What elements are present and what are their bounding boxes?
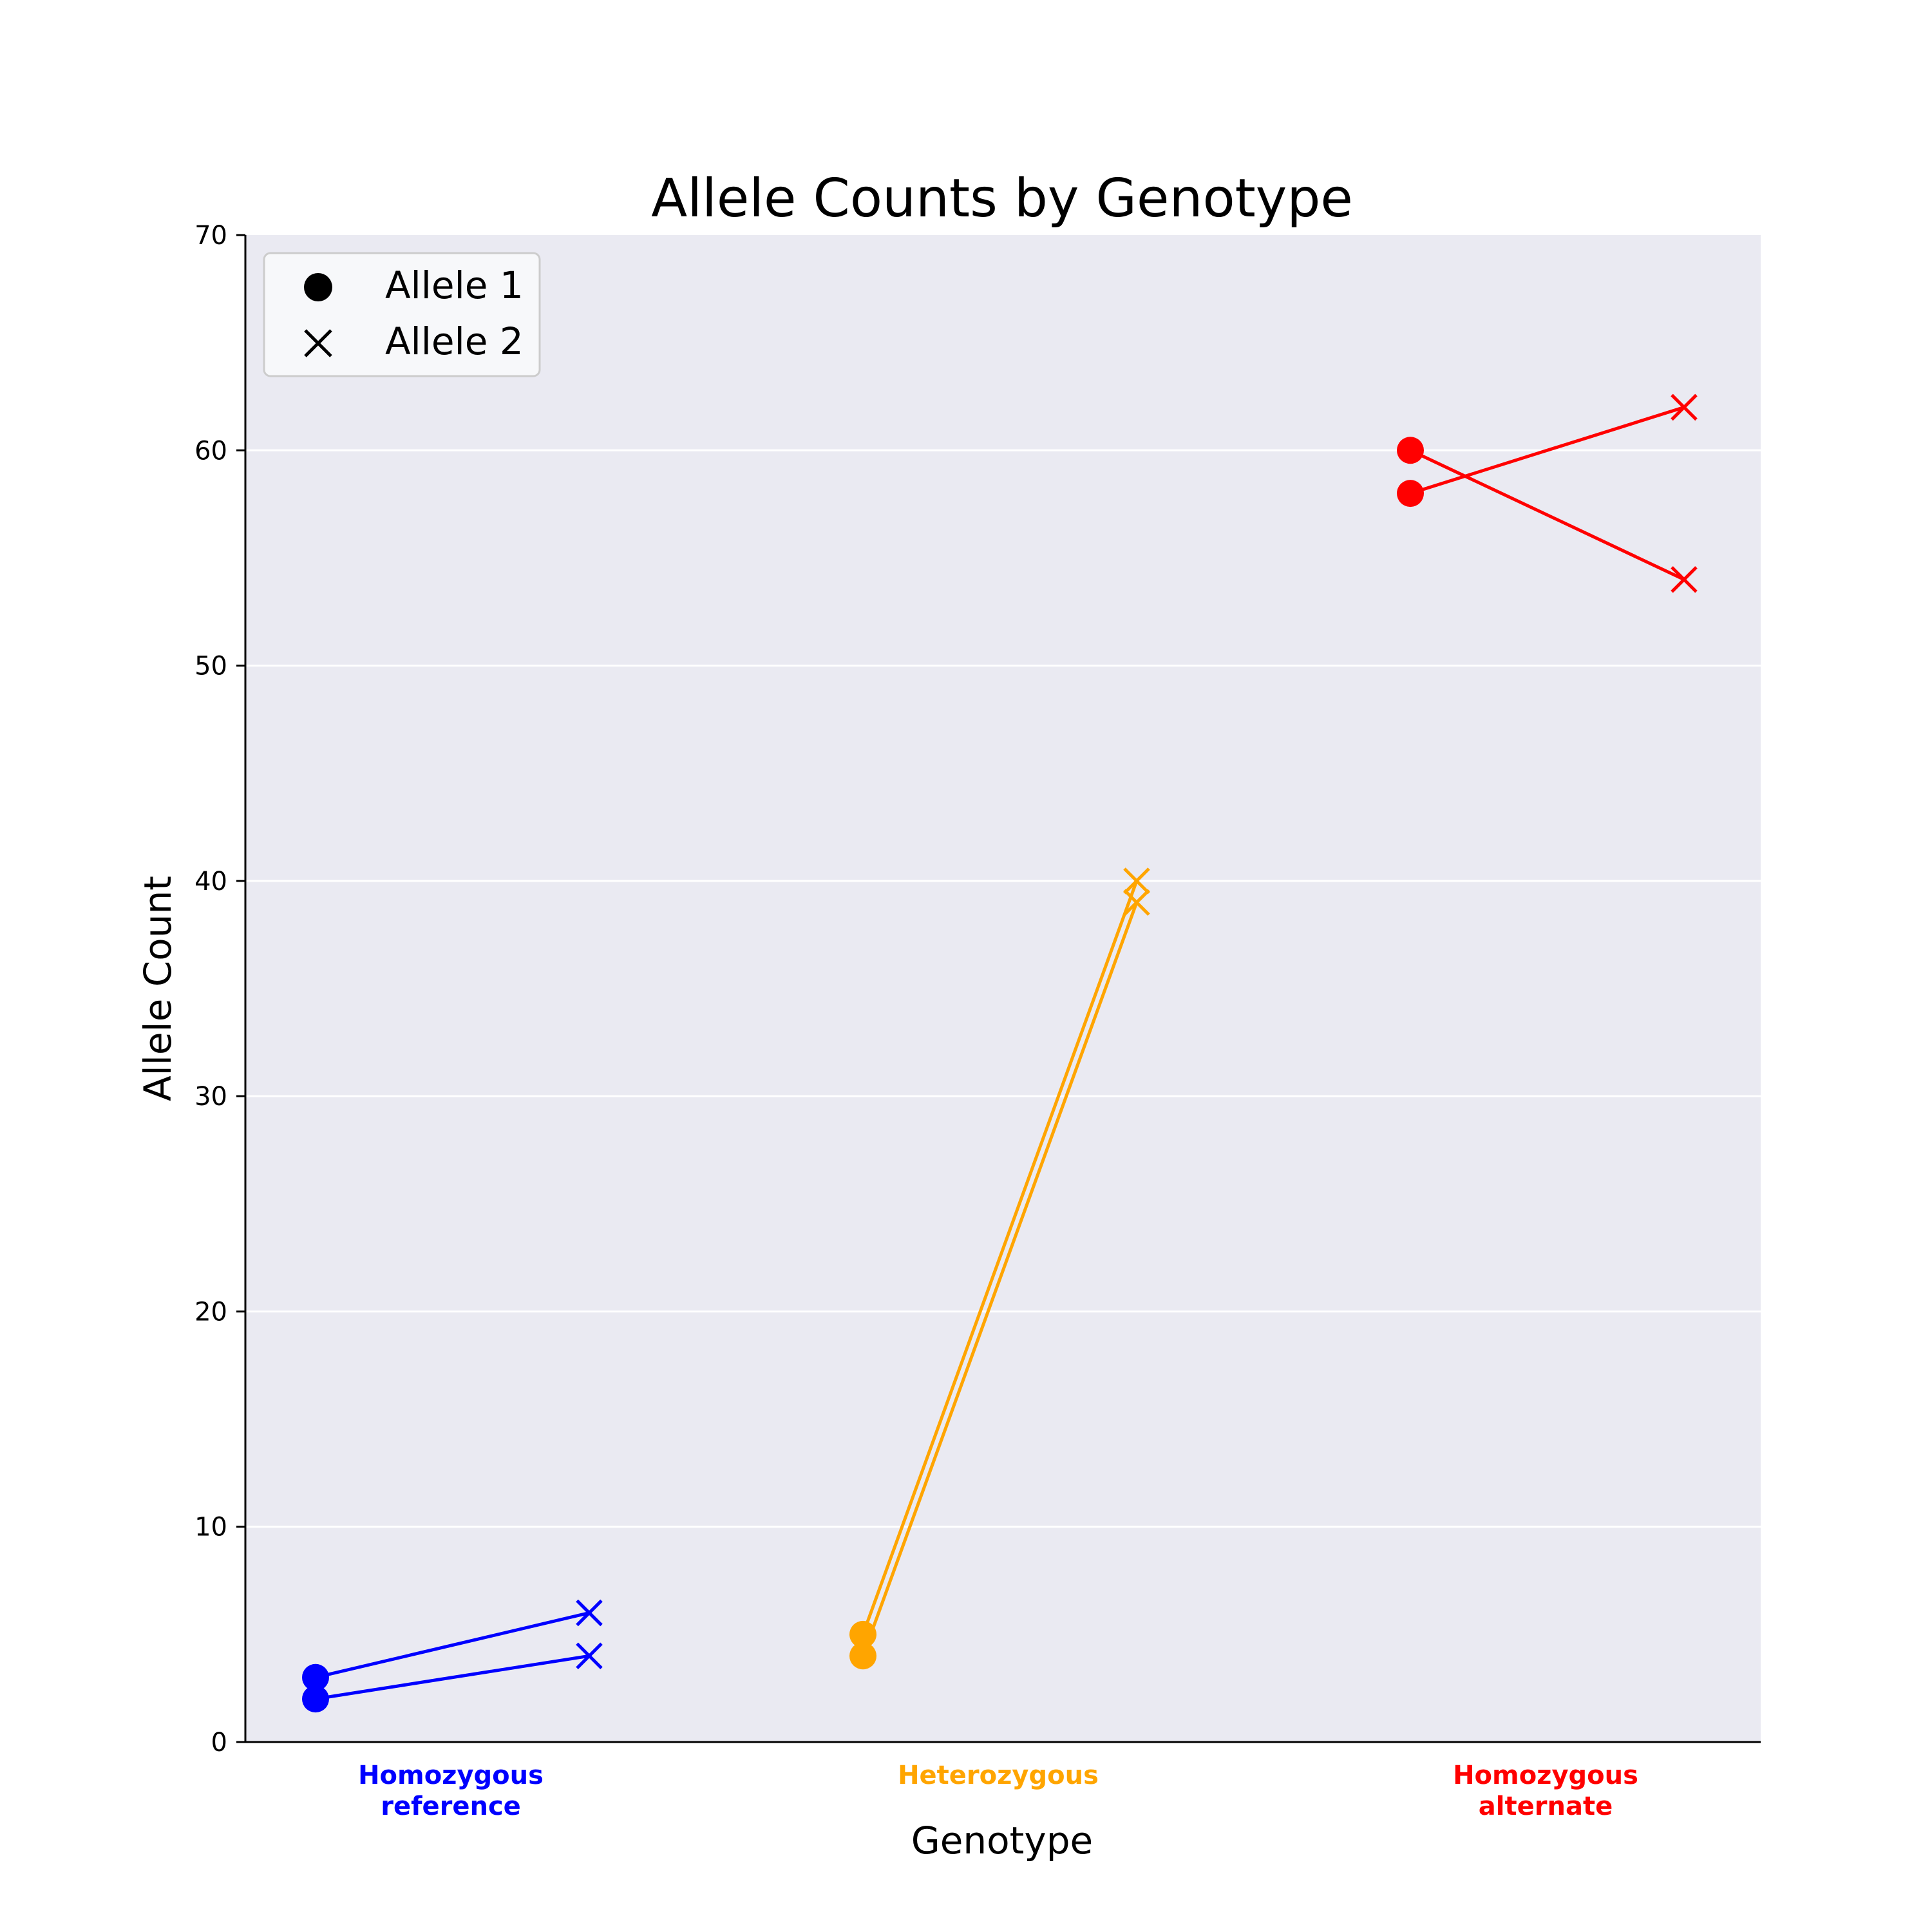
- category-label-0-line-1: reference: [381, 1792, 521, 1821]
- plot-area: [245, 235, 1761, 1742]
- chart-title: Allele Counts by Genotype: [651, 168, 1353, 229]
- x-axis-label: Genotype: [911, 1819, 1093, 1862]
- allele-2-point-0: [576, 1599, 603, 1627]
- y-tick-label-40: 40: [194, 867, 227, 896]
- legend-markers: [304, 273, 332, 357]
- allele-2-point-4-stroke-b: [1671, 566, 1698, 593]
- legend-label-allele-1: Allele 1: [385, 263, 524, 307]
- y-tick-label-0: 0: [211, 1728, 227, 1757]
- allele-2-point-1-stroke-b: [576, 1642, 603, 1670]
- y-tick-label-10: 10: [194, 1513, 227, 1542]
- allele-2-point-1: [576, 1642, 603, 1670]
- allele-2-point-3: [1123, 889, 1150, 916]
- allele-2-point-2-stroke-b: [1123, 867, 1150, 895]
- allele-2-point-5: [1671, 393, 1698, 421]
- y-tick-label-60: 60: [194, 436, 227, 466]
- y-tick-label-70: 70: [194, 221, 227, 251]
- allele-1-point-1: [302, 1685, 329, 1713]
- allele-1-point-4: [1397, 437, 1424, 464]
- category-label-0: Homozygous reference: [358, 1761, 544, 1821]
- legend-marker-allele-2: [304, 329, 332, 357]
- grid-lines: [245, 449, 1761, 1528]
- data-lines: [315, 406, 1685, 1701]
- legend-marker-allele-2-stroke-b: [304, 329, 332, 357]
- allele-1-point-0: [302, 1663, 329, 1691]
- legend-label-allele-2: Allele 2: [385, 319, 524, 363]
- category-label-1: Heterozygous: [898, 1761, 1099, 1790]
- allele-2-point-2: [1123, 867, 1150, 895]
- pair-line-4: [1409, 449, 1685, 582]
- y-tick-label-50: 50: [194, 652, 227, 681]
- pair-line-1: [315, 1654, 590, 1701]
- data-markers: [302, 393, 1698, 1713]
- axes: [236, 234, 1761, 1743]
- y-tick-label-20: 20: [194, 1297, 227, 1327]
- pair-line-3: [861, 902, 1139, 1657]
- category-label-2-line-0: Homozygous: [1453, 1761, 1638, 1790]
- pair-line-5: [1410, 406, 1685, 495]
- category-label-0-line-0: Homozygous: [358, 1761, 544, 1790]
- allele-2-point-0-stroke-b: [576, 1599, 603, 1627]
- legend-marker-allele-1: [304, 273, 332, 301]
- pair-line-0: [315, 1611, 590, 1680]
- y-axis-label: Allele Count: [136, 876, 180, 1101]
- category-label-2-line-1: alternate: [1479, 1792, 1613, 1821]
- category-label-2: Homozygous alternate: [1453, 1761, 1638, 1821]
- allele-1-point-3: [849, 1642, 876, 1670]
- legend: Allele 1 Allele 2: [263, 252, 541, 377]
- y-tick-label-30: 30: [194, 1082, 227, 1112]
- legend-box: [263, 252, 541, 377]
- allele-2-point-4: [1671, 566, 1698, 593]
- category-label-1-line-0: Heterozygous: [898, 1761, 1099, 1790]
- pair-line-2: [861, 880, 1139, 1635]
- allele-2-point-5-stroke-b: [1671, 393, 1698, 421]
- allele-1-point-5: [1397, 480, 1424, 507]
- allele-2-point-3-stroke-b: [1123, 889, 1150, 916]
- allele-1-point-2: [849, 1620, 876, 1648]
- tick-labels: 0 10 20 30 40 50 60 70: [194, 221, 227, 1757]
